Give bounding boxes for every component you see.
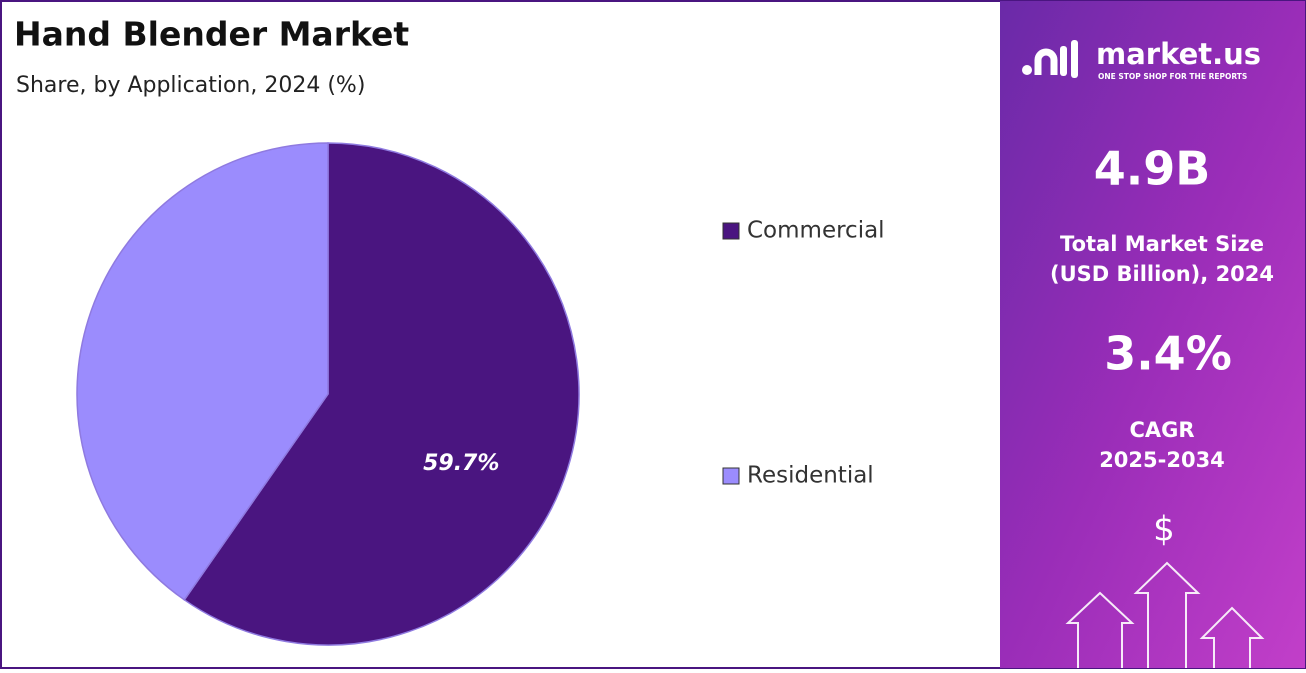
cagr-label: CAGR <box>1129 418 1194 442</box>
legend-label: Residential <box>747 463 874 489</box>
logo-icon <box>1022 40 1078 78</box>
data-label: 59.7% <box>423 451 499 476</box>
cagr: 3.4% <box>1104 327 1232 381</box>
cagr-label: 2025-2034 <box>1099 448 1225 472</box>
chart-subtitle: Share, by Application, 2024 (%) <box>16 73 365 98</box>
pie-slice <box>183 142 580 646</box>
legend: Commercial Residential <box>722 218 885 489</box>
tagline: ONE STOP SHOP FOR THE REPORTS <box>1098 72 1247 81</box>
legend-label: Commercial <box>747 218 885 244</box>
pie: 59.7% <box>76 142 580 646</box>
market-size-label: Total Market Size <box>1060 232 1264 256</box>
side-panel <box>1000 1 1305 668</box>
brand: market.us <box>1096 37 1261 71</box>
pie-slice <box>76 142 329 601</box>
legend-swatch <box>722 222 740 240</box>
currency-icon: $ <box>1153 510 1175 550</box>
market-size: 4.9B <box>1094 142 1211 196</box>
market-size-label: (USD Billion), 2024 <box>1050 262 1274 286</box>
legend-swatch <box>722 467 740 485</box>
arrows <box>1065 561 1265 668</box>
chart-title: Hand Blender Market <box>14 15 409 54</box>
